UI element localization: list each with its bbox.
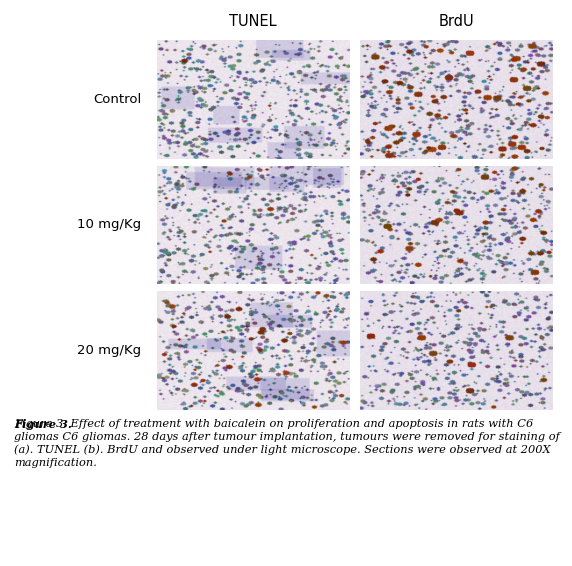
Text: TUNEL: TUNEL [229,14,277,29]
Text: BrdU: BrdU [438,14,474,29]
Text: Control: Control [93,93,141,106]
Text: 10 mg/Kg: 10 mg/Kg [77,218,141,231]
Text: 20 mg/Kg: 20 mg/Kg [77,344,141,357]
Text: Figure 3. Effect of treatment with baicalein on proliferation and apoptosis in r: Figure 3. Effect of treatment with baica… [14,419,560,468]
Text: Figure 3.: Figure 3. [14,419,72,430]
